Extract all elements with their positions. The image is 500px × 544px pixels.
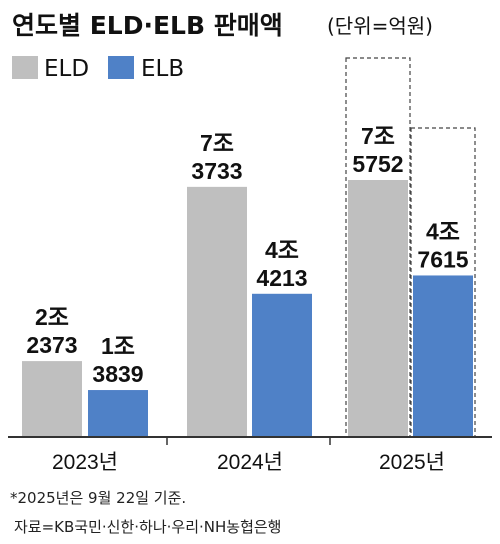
data-label-eld-2-eok: 5752	[352, 151, 403, 177]
data-label-eld-0-jo: 2조	[35, 304, 69, 330]
data-label-elb-0-eok: 3839	[92, 361, 143, 387]
bar-elb-2	[413, 275, 473, 437]
dashed-box-eld-2025	[345, 57, 411, 438]
data-label-elb-2-eok: 7615	[417, 246, 468, 272]
bar-elb-1	[252, 293, 312, 437]
category-labels: 2023년 2024년 2025년	[52, 437, 445, 474]
bar-eld-2	[348, 180, 408, 437]
chart-unit: (단위=억원)	[327, 14, 433, 38]
dashed-box-elb-2025	[410, 127, 476, 438]
data-label-elb-1-jo: 4조	[265, 237, 299, 263]
footnote-source: 자료=KB국민·신한·하나·우리·NH농협은행	[14, 518, 281, 536]
legend: ELD ELB	[12, 56, 184, 82]
legend-label-eld: ELD	[44, 56, 89, 82]
category-label-2: 2025년	[379, 451, 445, 474]
chart-title: 연도별 ELD·ELB 판매액	[12, 11, 283, 40]
legend-swatch-eld	[12, 56, 38, 79]
category-label-1: 2024년	[217, 451, 283, 474]
bar-eld-1	[187, 186, 247, 437]
data-label-eld-1-jo: 7조	[200, 130, 234, 156]
bar-elb-0	[88, 390, 148, 437]
data-label-elb-2-jo: 4조	[426, 218, 460, 244]
category-label-0: 2023년	[52, 451, 118, 474]
legend-swatch-elb	[108, 56, 134, 79]
data-label-eld-2-jo: 7조	[361, 123, 395, 149]
data-label-eld-0-eok: 2373	[26, 332, 77, 358]
data-label-elb-0-jo: 1조	[101, 333, 135, 359]
data-label-elb-1-eok: 4213	[256, 265, 307, 291]
legend-label-elb: ELB	[141, 56, 184, 82]
footnote-date: *2025년은 9월 22일 기준.	[10, 489, 186, 507]
data-label-eld-1-eok: 3733	[191, 158, 242, 184]
bar-eld-0	[22, 361, 82, 437]
